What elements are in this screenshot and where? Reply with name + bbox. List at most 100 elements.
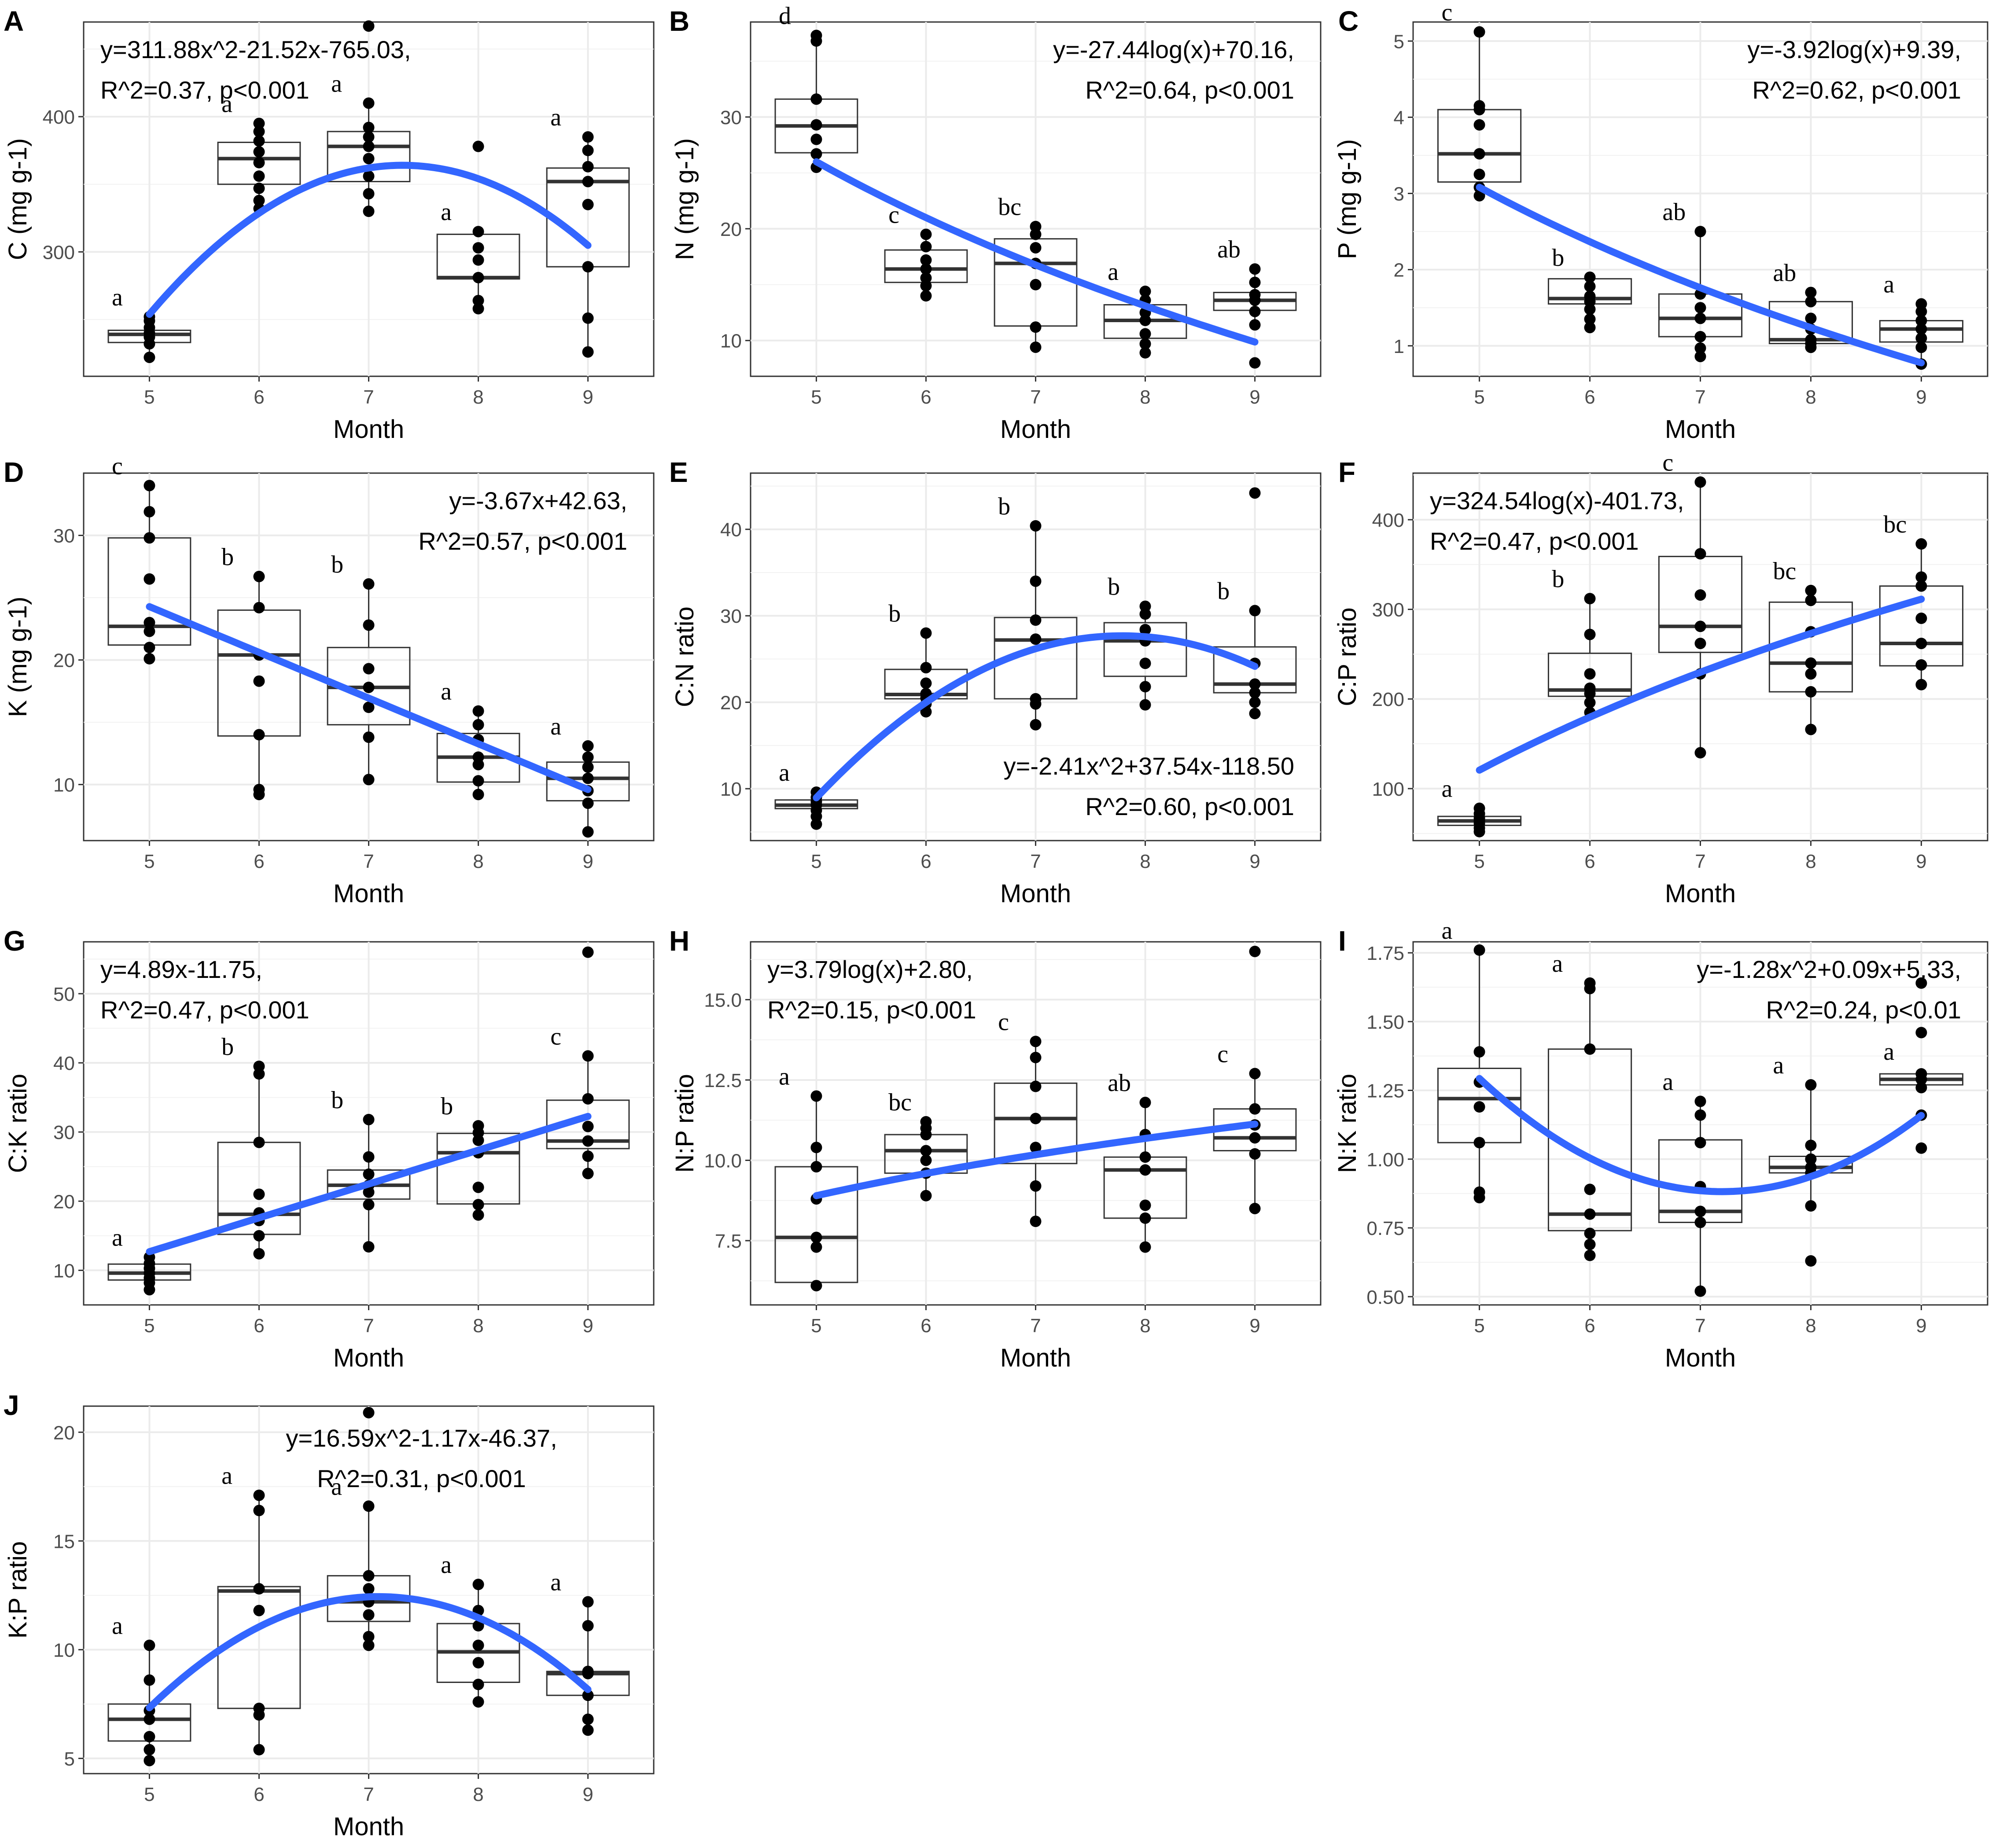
equation-line: R^2=0.47, p<0.001 bbox=[100, 996, 309, 1024]
data-point bbox=[1249, 1132, 1261, 1144]
y-tick-label: 200 bbox=[1372, 689, 1404, 710]
data-point bbox=[1805, 287, 1817, 298]
box-month-8: a bbox=[436, 678, 520, 801]
significance-letter: c bbox=[550, 1023, 561, 1050]
x-tick-label: 9 bbox=[1916, 386, 1926, 408]
data-point bbox=[1584, 1238, 1596, 1250]
data-point bbox=[1249, 1202, 1261, 1214]
box-month-6: a bbox=[1547, 950, 1632, 1261]
data-point bbox=[1473, 169, 1485, 180]
data-point bbox=[810, 93, 822, 105]
significance-letter: ab bbox=[1773, 260, 1796, 287]
box-month-5: c bbox=[107, 452, 191, 665]
data-point bbox=[582, 826, 594, 838]
data-point bbox=[582, 312, 594, 324]
box-month-8: a bbox=[436, 1551, 520, 1708]
y-tick-label: 2 bbox=[1394, 260, 1404, 281]
panel-J: 5 10 15 20 5 6 7 8 9 Month K:P ratio Ja a a a a y=16.59x… bbox=[4, 1389, 655, 1841]
equation-line: y=-1.28x^2+0.09x+5.33, bbox=[1697, 955, 1961, 983]
y-tick-label: 0.75 bbox=[1366, 1218, 1404, 1239]
equation-line: y=-3.67x+42.63, bbox=[449, 487, 627, 514]
box-month-5: a bbox=[774, 1063, 858, 1292]
data-point bbox=[1915, 298, 1927, 310]
x-tick-label: 5 bbox=[144, 1784, 155, 1805]
box-month-7: a bbox=[1658, 1069, 1743, 1297]
significance-letter: bc bbox=[1883, 511, 1907, 538]
data-point bbox=[1694, 1109, 1706, 1121]
significance-letter: b bbox=[1552, 244, 1564, 272]
x-tick-label: 9 bbox=[582, 386, 593, 408]
x-axis-title: Month bbox=[1665, 415, 1736, 444]
y-tick-label: 100 bbox=[1372, 779, 1404, 800]
significance-letter: ab bbox=[1108, 1069, 1131, 1097]
box-month-5: a bbox=[1437, 775, 1522, 838]
x-tick-label: 9 bbox=[582, 1315, 593, 1337]
data-point bbox=[1805, 668, 1817, 680]
panel-label: F bbox=[1338, 456, 1355, 488]
box-month-6: b bbox=[1547, 566, 1632, 718]
data-point bbox=[1030, 693, 1042, 705]
data-point bbox=[472, 719, 484, 731]
data-point bbox=[1473, 1101, 1485, 1113]
y-tick-label: 10 bbox=[720, 779, 742, 800]
y-tick-label: 30 bbox=[720, 107, 742, 129]
significance-letter: a bbox=[1441, 917, 1452, 944]
data-point bbox=[1249, 289, 1261, 301]
significance-letter: a bbox=[441, 198, 452, 226]
x-tick-label: 8 bbox=[473, 386, 483, 408]
data-point bbox=[920, 677, 932, 689]
data-point bbox=[1249, 319, 1261, 331]
box-month-7: b bbox=[327, 551, 411, 786]
data-point bbox=[1915, 342, 1927, 353]
panel-C: 1 2 3 4 5 5 6 7 8 9 Month P (mg g-1) C c b ab ab a y=-3.92… bbox=[1333, 0, 1988, 444]
data-point bbox=[472, 242, 484, 254]
y-tick-label: 10 bbox=[53, 775, 75, 796]
data-point bbox=[144, 1674, 155, 1686]
x-tick-label: 7 bbox=[363, 851, 374, 872]
y-tick-label: 15.0 bbox=[704, 989, 742, 1011]
y-tick-label: 4 bbox=[1394, 107, 1404, 129]
data-point bbox=[472, 1181, 484, 1193]
data-point bbox=[582, 946, 594, 958]
x-tick-label: 5 bbox=[811, 386, 821, 408]
data-point bbox=[472, 254, 484, 266]
significance-letter: a bbox=[441, 678, 452, 705]
box-month-8: a bbox=[1103, 258, 1187, 359]
data-point bbox=[363, 1168, 375, 1180]
data-point bbox=[1030, 614, 1042, 626]
x-tick-label: 5 bbox=[811, 1315, 821, 1337]
data-point bbox=[363, 663, 375, 675]
significance-letter: c bbox=[998, 1008, 1009, 1036]
data-point bbox=[1473, 190, 1485, 202]
data-point bbox=[1139, 1097, 1151, 1109]
data-point bbox=[810, 1231, 822, 1243]
fit-curve bbox=[146, 603, 592, 793]
data-point bbox=[920, 290, 932, 302]
box-month-5: a bbox=[107, 284, 191, 363]
box-month-8: b bbox=[436, 1093, 520, 1221]
data-point bbox=[472, 789, 484, 801]
data-point bbox=[144, 532, 155, 544]
data-point bbox=[1694, 637, 1706, 649]
data-point bbox=[472, 226, 484, 238]
data-point bbox=[920, 1145, 932, 1157]
x-tick-label: 8 bbox=[1805, 386, 1816, 408]
data-point bbox=[582, 1690, 594, 1701]
x-axis-title: Month bbox=[333, 1812, 404, 1841]
x-tick-label: 9 bbox=[1249, 386, 1260, 408]
data-point bbox=[1694, 312, 1706, 324]
data-point bbox=[363, 1199, 375, 1211]
x-tick-label: 7 bbox=[1695, 386, 1705, 408]
x-tick-label: 6 bbox=[254, 386, 264, 408]
significance-letter: c bbox=[1217, 1040, 1228, 1068]
data-point bbox=[144, 351, 155, 363]
data-point bbox=[472, 751, 484, 763]
y-axis-title: C:N ratio bbox=[670, 606, 699, 707]
data-point bbox=[1030, 321, 1042, 333]
data-point bbox=[1249, 1103, 1261, 1115]
significance-letter: a bbox=[331, 1473, 342, 1500]
data-point bbox=[810, 133, 822, 145]
x-axis-title: Month bbox=[333, 879, 404, 908]
equation-line: R^2=0.47, p<0.001 bbox=[1430, 527, 1639, 555]
